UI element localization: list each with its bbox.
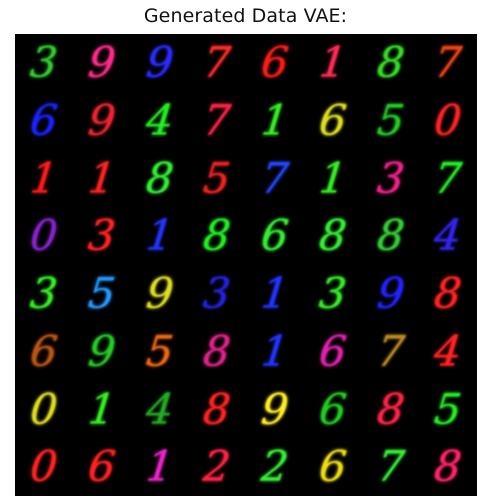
digit-sample: 3 — [201, 268, 234, 318]
digit-sample: 2 — [258, 442, 291, 492]
digit-sample: 8 — [201, 384, 234, 434]
digit-sample: 7 — [432, 153, 465, 203]
digit-sample: 7 — [258, 153, 291, 203]
digit-sample: 7 — [201, 95, 234, 145]
digit-sample: 0 — [27, 211, 60, 261]
digit-sample: 6 — [316, 384, 349, 434]
digit-sample: 3 — [85, 211, 118, 261]
digit-sample: 0 — [432, 95, 465, 145]
digit-sample: 5 — [374, 95, 407, 145]
image-title: Generated Data VAE: — [143, 5, 348, 27]
digit-sample: 4 — [143, 95, 176, 145]
digit-sample: 3 — [316, 268, 349, 318]
digit-sample: 6 — [27, 326, 60, 376]
digit-sample: 7 — [201, 37, 234, 87]
digit-sample: 8 — [374, 211, 407, 261]
digit-sample: 6 — [85, 442, 118, 492]
digit-sample: 9 — [374, 268, 407, 318]
digit-sample: 1 — [143, 211, 176, 261]
digit-sample: 1 — [316, 153, 349, 203]
digit-sample: 5 — [432, 384, 465, 434]
digit-sample: 9 — [85, 37, 118, 87]
digit-sample: 3 — [27, 268, 60, 318]
digit-sample: 6 — [316, 326, 349, 376]
digit-sample: 6 — [258, 37, 291, 87]
digit-sample: 3 — [374, 153, 407, 203]
digit-sample: 9 — [85, 326, 118, 376]
digit-sample: 5 — [85, 268, 118, 318]
digit-sample: 8 — [201, 326, 234, 376]
digit-sample: 6 — [316, 442, 349, 492]
digit-sample: 1 — [316, 37, 349, 87]
digit-sample: 8 — [432, 442, 465, 492]
digit-sample: 7 — [374, 326, 407, 376]
digit-sample: 6 — [316, 95, 349, 145]
digit-sample: 1 — [258, 95, 291, 145]
digit-sample: 5 — [143, 326, 176, 376]
digit-sample: 9 — [143, 268, 176, 318]
digit-sample: 1 — [258, 268, 291, 318]
digit-sample: 4 — [432, 211, 465, 261]
digit-sample: 9 — [143, 37, 176, 87]
digit-sample: 0 — [27, 442, 60, 492]
digit-sample: 6 — [258, 211, 291, 261]
digit-sample: 8 — [374, 37, 407, 87]
digit-sample: 9 — [85, 95, 118, 145]
digit-sample: 4 — [432, 326, 465, 376]
digit-sample: 1 — [85, 384, 118, 434]
digit-sample: 7 — [374, 442, 407, 492]
digit-sample: 7 — [432, 37, 465, 87]
digit-sample: 8 — [143, 153, 176, 203]
digit-sample: 8 — [316, 211, 349, 261]
digit-sample: 9 — [258, 384, 291, 434]
digit-sample: 5 — [201, 153, 234, 203]
digit-sample: 6 — [27, 95, 60, 145]
digit-sample: 4 — [143, 384, 176, 434]
digit-sample: 1 — [258, 326, 291, 376]
digit-sample: 1 — [27, 153, 60, 203]
digit-sample: 1 — [143, 442, 176, 492]
digit-sample: 8 — [432, 268, 465, 318]
digit-sample: 3 — [27, 37, 60, 87]
digit-sample: 0 — [27, 384, 60, 434]
digit-sample: 2 — [201, 442, 234, 492]
digit-sample: 8 — [374, 384, 407, 434]
digit-sample: 8 — [201, 211, 234, 261]
digit-sample: 1 — [85, 153, 118, 203]
